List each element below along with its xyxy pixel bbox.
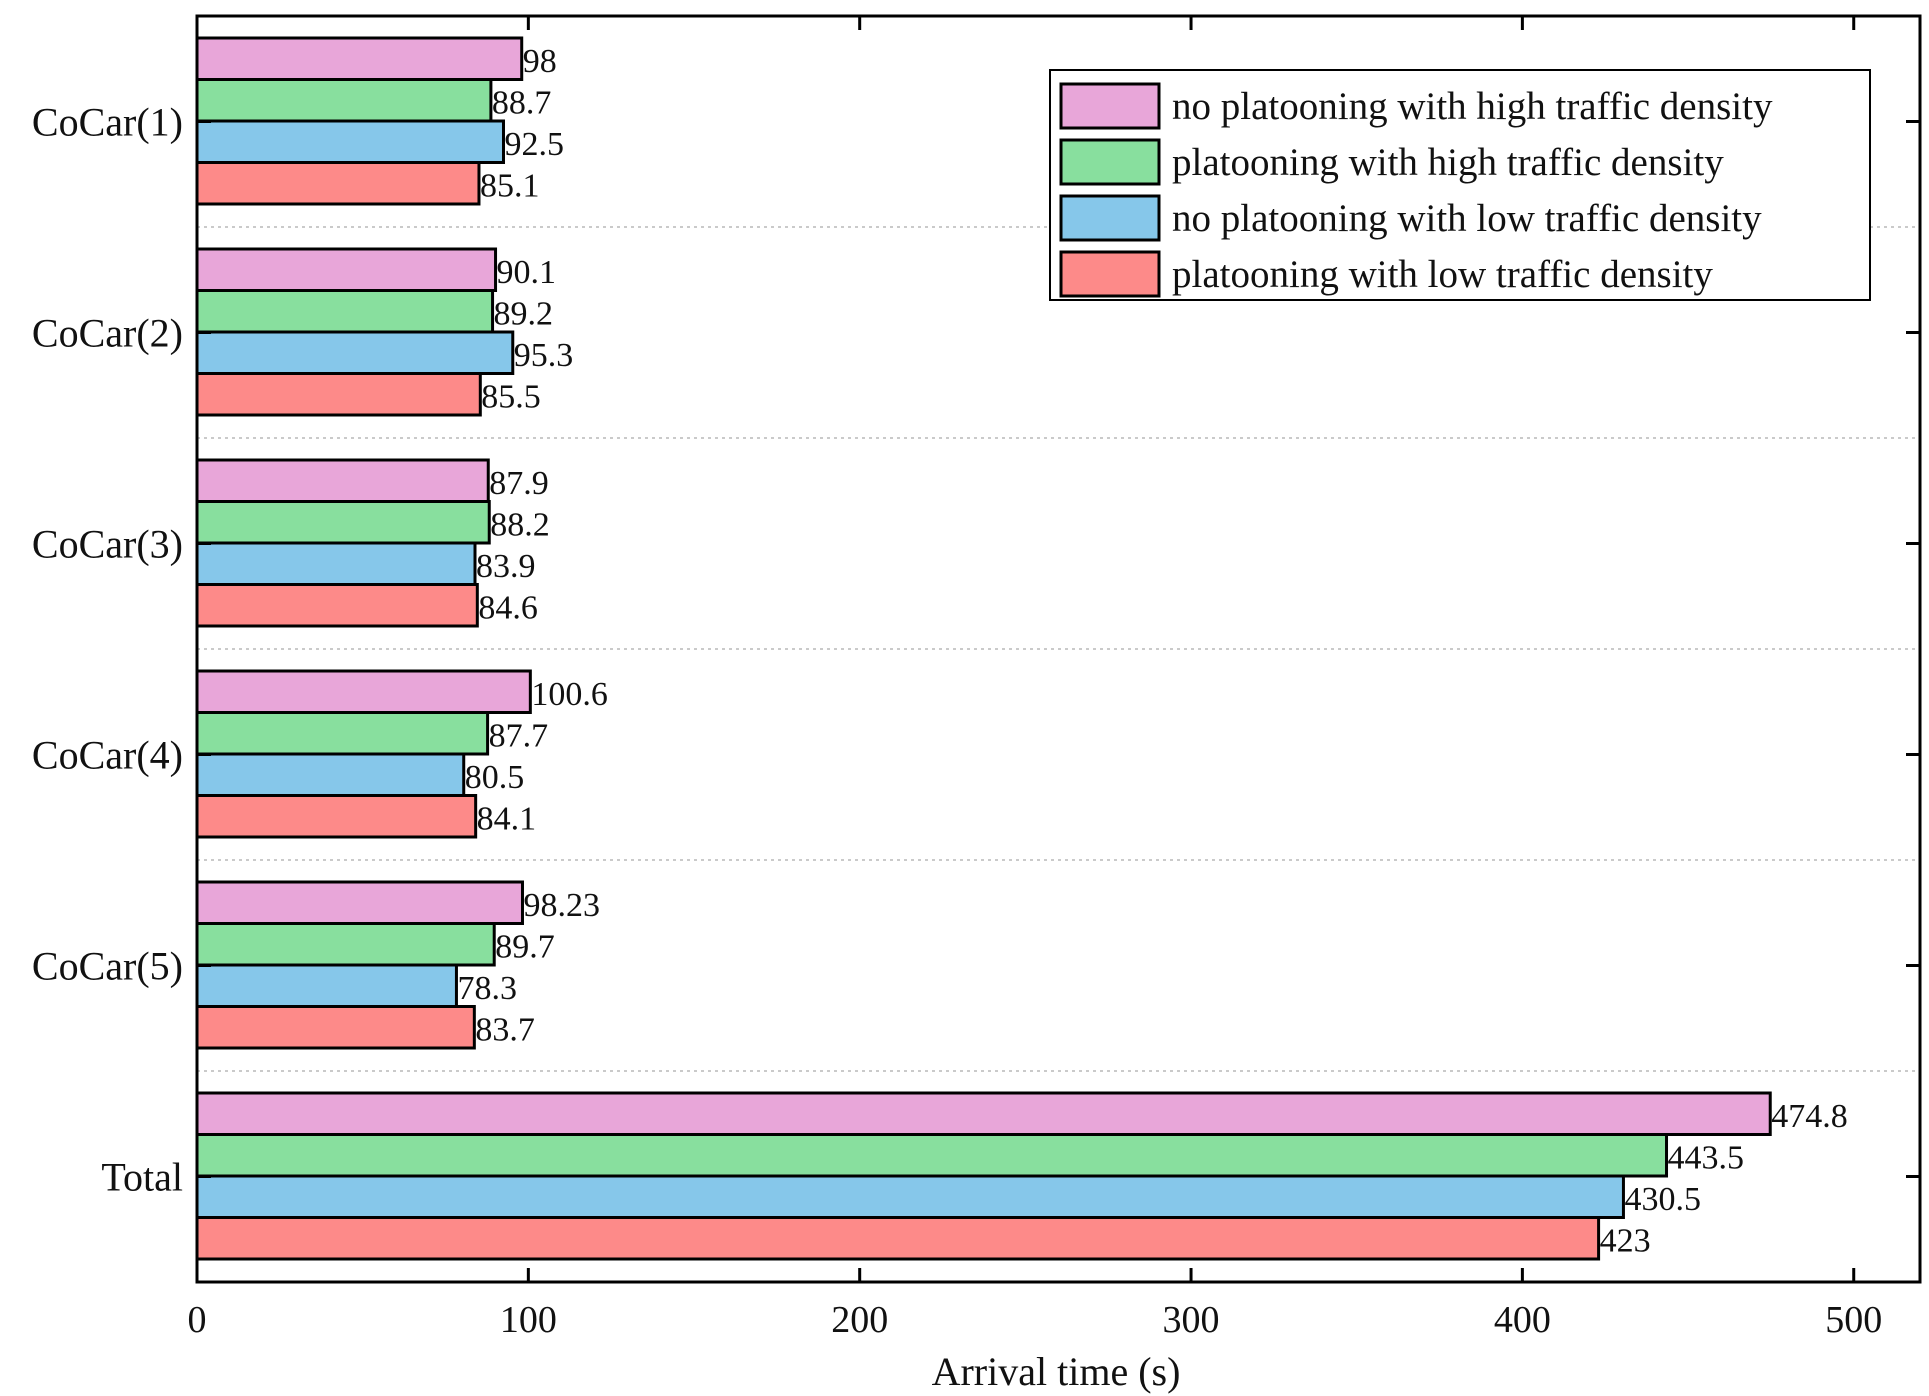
bar-cocar5-series-1: [195, 880, 524, 925]
bar-cocar1-series-3: [195, 119, 505, 164]
bar-cocar3-series-4: [195, 583, 479, 628]
bar-cocar5-series-2: [195, 922, 496, 967]
x-tick-label-300: 300: [1163, 1299, 1220, 1341]
value-label-cocar1-series-3: 92.5: [504, 126, 564, 163]
value-label-total-series-1: 474.8: [1771, 1098, 1848, 1135]
legend-swatch-series-4: [1059, 250, 1161, 298]
bar-cocar4-series-3: [195, 752, 466, 797]
value-label-cocar4-series-1: 100.6: [531, 676, 608, 713]
legend-swatch-series-3: [1059, 194, 1161, 242]
legend-swatch-series-2: [1059, 138, 1161, 186]
value-label-cocar3-series-3: 83.9: [476, 548, 535, 585]
x-tick-label-500: 500: [1825, 1299, 1882, 1341]
x-tick-label-100: 100: [500, 1299, 557, 1341]
y-tick-label-cocar2: CoCar(2): [32, 311, 183, 356]
bar-total-series-2: [195, 1133, 1669, 1178]
y-tick-label-cocar4: CoCar(4): [32, 733, 183, 778]
bar-cocar1-series-4: [195, 161, 481, 206]
value-label-cocar5-series-4: 83.7: [475, 1011, 535, 1048]
x-tick-label-0: 0: [188, 1299, 207, 1341]
value-label-cocar3-series-4: 84.6: [478, 589, 538, 626]
value-label-cocar5-series-1: 98.23: [523, 887, 600, 924]
y-tick-label-cocar5: CoCar(5): [32, 944, 183, 989]
bar-cocar3-series-3: [195, 541, 477, 586]
bar-cocar2-series-1: [195, 247, 498, 292]
value-label-cocar1-series-2: 88.7: [492, 84, 552, 121]
bar-total-series-4: [195, 1216, 1601, 1261]
value-label-cocar5-series-2: 89.7: [495, 928, 555, 965]
legend-label-series-4: platooning with low traffic density: [1172, 253, 1713, 296]
bar-cocar3-series-1: [195, 458, 490, 503]
bar-cocar2-series-2: [195, 289, 495, 334]
value-label-cocar4-series-2: 87.7: [489, 717, 549, 754]
bar-cocar2-series-3: [195, 330, 515, 375]
value-label-cocar2-series-3: 95.3: [514, 337, 574, 374]
value-label-cocar2-series-2: 89.2: [494, 295, 554, 332]
bar-cocar1-series-2: [195, 78, 493, 123]
bar-cocar5-series-4: [195, 1005, 476, 1050]
legend-label-series-1: no platooning with high traffic density: [1172, 85, 1773, 128]
value-label-cocar4-series-4: 84.1: [477, 800, 537, 837]
y-tick-label-cocar3: CoCar(3): [32, 522, 183, 567]
legend: no platooning with high traffic density p…: [1049, 69, 1871, 301]
legend-box: [1049, 69, 1871, 301]
bar-cocar4-series-2: [195, 711, 490, 756]
bar-cocar5-series-3: [195, 963, 458, 1008]
value-label-cocar5-series-3: 78.3: [457, 970, 517, 1007]
value-label-cocar1-series-4: 85.1: [480, 167, 540, 204]
value-label-total-series-3: 430.5: [1624, 1181, 1701, 1218]
value-label-cocar1-series-1: 98: [523, 43, 557, 80]
bar-cocar4-series-4: [195, 794, 478, 839]
bar-cocar1-series-1: [195, 36, 524, 81]
value-label-cocar4-series-3: 80.5: [465, 759, 525, 796]
value-labels-layer: 98 88.7 92.5 85.1 90.1 89.2 95.3 85.5 87.9 88.2 83…: [457, 43, 1847, 1260]
x-tick-label-400: 400: [1494, 1299, 1551, 1341]
legend-label-series-3: no platooning with low traffic density: [1172, 197, 1762, 240]
legend-swatch-series-1: [1059, 82, 1161, 130]
bar-total-series-1: [195, 1091, 1772, 1136]
x-axis-label: Arrival time (s): [932, 1349, 1181, 1394]
axes-layer: Arrival time (s) 0 100 200 300 400 500 CoCar(1…: [32, 14, 1922, 1394]
bar-total-series-3: [195, 1174, 1625, 1219]
bar-cocar4-series-1: [195, 669, 532, 714]
plot-frame: [195, 14, 1922, 1284]
value-label-cocar3-series-2: 88.2: [490, 506, 550, 543]
x-tick-label-200: 200: [831, 1299, 888, 1341]
y-tick-label-cocar1: CoCar(1): [32, 100, 183, 145]
value-label-total-series-2: 443.5: [1668, 1139, 1745, 1176]
y-tick-label-total: Total: [101, 1155, 183, 1200]
value-label-cocar3-series-1: 87.9: [489, 465, 549, 502]
value-label-cocar2-series-1: 90.1: [497, 254, 556, 291]
legend-label-series-2: platooning with high traffic density: [1172, 141, 1724, 184]
value-label-total-series-4: 423: [1600, 1222, 1651, 1259]
bar-cocar3-series-2: [195, 500, 491, 545]
value-label-cocar2-series-4: 85.5: [481, 378, 541, 415]
bar-cocar2-series-4: [195, 372, 482, 417]
